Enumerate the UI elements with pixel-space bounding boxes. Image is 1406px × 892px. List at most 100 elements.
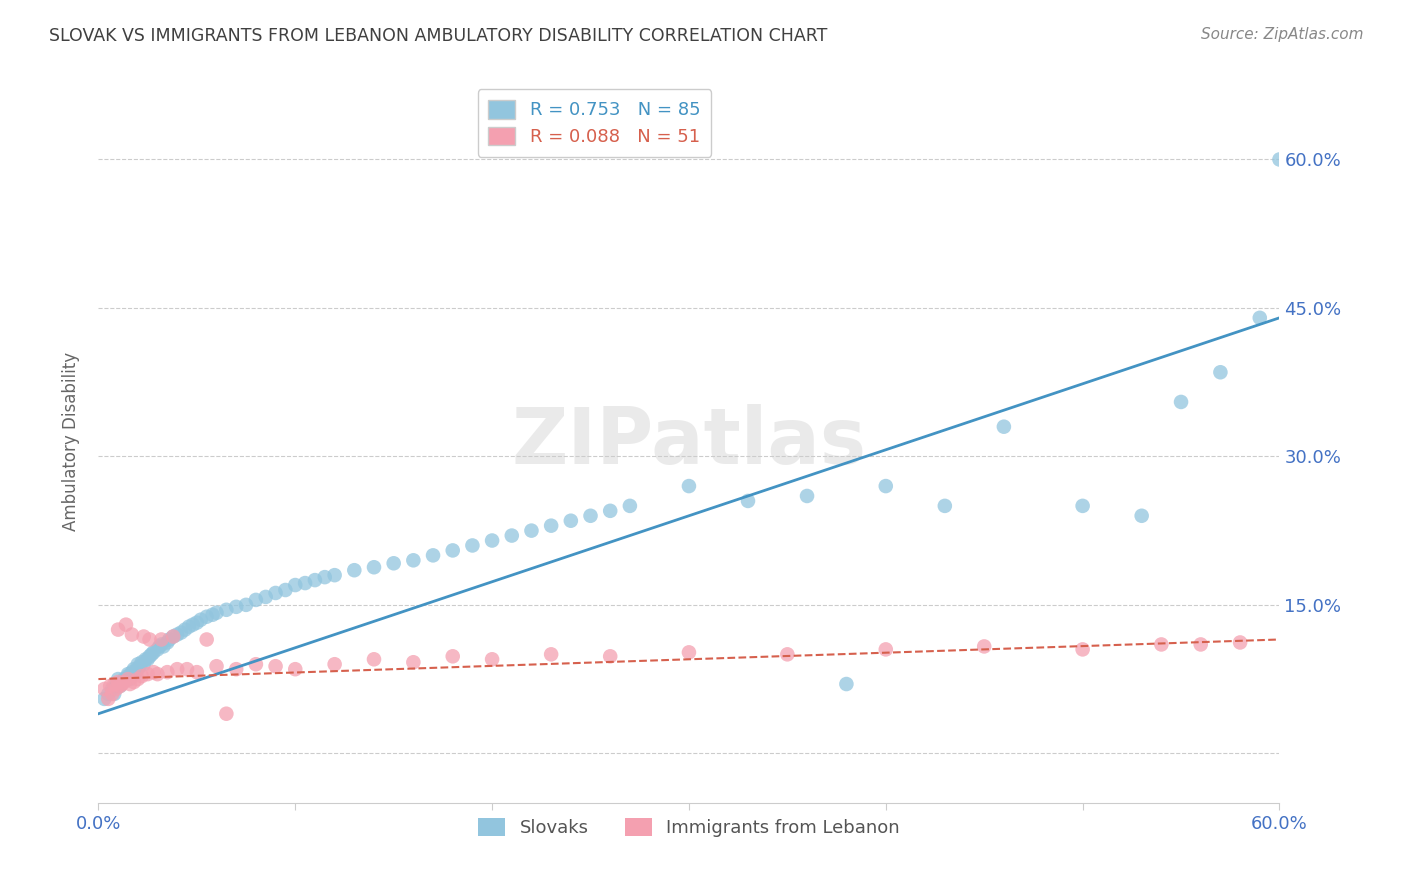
Point	[225, 662, 247, 676]
Point	[108, 679, 131, 693]
Point	[402, 655, 425, 669]
Point	[225, 599, 247, 614]
Point	[146, 642, 169, 657]
Point	[150, 637, 173, 651]
Point	[111, 677, 134, 691]
Point	[101, 681, 124, 696]
Point	[152, 640, 174, 654]
Point	[195, 609, 218, 624]
Point	[141, 648, 163, 662]
Point	[1150, 637, 1173, 651]
Point	[107, 675, 129, 690]
Point	[112, 672, 135, 686]
Text: Source: ZipAtlas.com: Source: ZipAtlas.com	[1201, 27, 1364, 42]
Point	[294, 576, 316, 591]
Point	[323, 568, 346, 582]
Point	[1209, 365, 1232, 379]
Point	[1268, 153, 1291, 167]
Point	[254, 590, 277, 604]
Point	[215, 706, 238, 721]
Point	[103, 687, 125, 701]
Point	[993, 419, 1015, 434]
Point	[135, 652, 157, 666]
Point	[481, 652, 503, 666]
Point	[105, 681, 128, 696]
Point	[162, 630, 184, 644]
Point	[835, 677, 858, 691]
Point	[177, 619, 200, 633]
Point	[166, 662, 188, 676]
Point	[138, 649, 160, 664]
Point	[314, 570, 336, 584]
Point	[93, 691, 115, 706]
Point	[117, 672, 139, 686]
Point	[599, 504, 621, 518]
Point	[136, 667, 159, 681]
Point	[156, 635, 179, 649]
Point	[108, 679, 131, 693]
Point	[186, 665, 208, 680]
Point	[156, 665, 179, 680]
Text: ZIPatlas: ZIPatlas	[512, 403, 866, 480]
Point	[132, 657, 155, 672]
Point	[127, 672, 149, 686]
Point	[142, 665, 165, 680]
Point	[1249, 310, 1271, 325]
Point	[190, 613, 212, 627]
Point	[127, 662, 149, 676]
Point	[235, 598, 257, 612]
Point	[101, 687, 124, 701]
Point	[402, 553, 425, 567]
Point	[131, 655, 153, 669]
Point	[176, 662, 198, 676]
Point	[274, 582, 297, 597]
Point	[166, 627, 188, 641]
Point	[174, 623, 197, 637]
Point	[245, 657, 267, 672]
Point	[142, 645, 165, 659]
Point	[146, 667, 169, 681]
Point	[540, 518, 562, 533]
Point	[737, 494, 759, 508]
Point	[579, 508, 602, 523]
Point	[284, 578, 307, 592]
Point	[128, 659, 150, 673]
Point	[186, 615, 208, 630]
Point	[461, 539, 484, 553]
Point	[127, 657, 149, 672]
Point	[118, 677, 141, 691]
Point	[195, 632, 218, 647]
Point	[441, 543, 464, 558]
Point	[122, 675, 145, 690]
Point	[245, 593, 267, 607]
Point	[181, 617, 204, 632]
Point	[382, 556, 405, 570]
Point	[678, 479, 700, 493]
Point	[118, 672, 141, 686]
Point	[776, 648, 799, 662]
Point	[121, 665, 143, 680]
Point	[678, 645, 700, 659]
Point	[540, 648, 562, 662]
Point	[205, 606, 228, 620]
Point	[1229, 635, 1251, 649]
Point	[422, 549, 444, 563]
Point	[105, 677, 128, 691]
Point	[796, 489, 818, 503]
Point	[304, 573, 326, 587]
Point	[363, 560, 385, 574]
Point	[115, 672, 138, 686]
Point	[170, 625, 193, 640]
Point	[107, 623, 129, 637]
Point	[93, 681, 115, 696]
Point	[934, 499, 956, 513]
Point	[150, 632, 173, 647]
Point	[619, 499, 641, 513]
Point	[363, 652, 385, 666]
Point	[107, 672, 129, 686]
Point	[343, 563, 366, 577]
Point	[875, 479, 897, 493]
Point	[1071, 642, 1094, 657]
Point	[323, 657, 346, 672]
Point	[117, 669, 139, 683]
